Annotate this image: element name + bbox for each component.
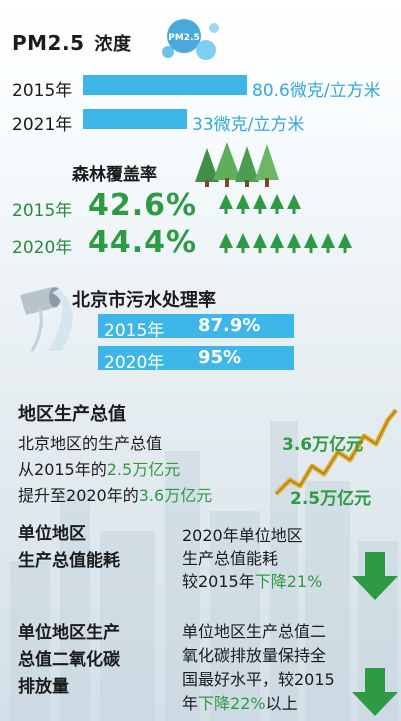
tree-icon — [236, 233, 250, 253]
gdp-label-low: 2.5万亿元 — [290, 489, 372, 509]
sewage-value-2020: 95% — [198, 347, 242, 368]
co2-body-line-4-suffix: 以上 — [265, 694, 298, 713]
sewage-year-2015: 2015年 — [104, 321, 165, 341]
tree-icon — [236, 194, 250, 214]
gdp-line-2-value: 2.5万亿元 — [106, 460, 181, 479]
pm25-year-2015: 2015年 — [12, 81, 73, 101]
sewage-value-2015: 87.9% — [198, 315, 261, 336]
tree-icon — [270, 194, 284, 214]
pm25-year-2021: 2021年 — [12, 115, 73, 135]
gdp-line-2-mid: 年的 — [74, 460, 107, 479]
forest-title: 森林覆盖率 — [72, 165, 157, 185]
gdp-label-high: 3.6万亿元 — [282, 435, 364, 455]
tree-icon — [253, 194, 267, 214]
gdp-title: 地区生产总值 — [18, 404, 126, 425]
tree-icon — [321, 233, 335, 253]
gdp-line-1: 北京地区的生产总值 — [18, 434, 163, 453]
gdp-line-3-mid: 年的 — [106, 486, 139, 505]
gdp-line-3-value: 3.6万亿元 — [138, 486, 213, 505]
energy-body-line-3: 较2015年下降21% — [182, 570, 322, 593]
energy-body: 2020年单位地区 生产总值能耗 较2015年下降21% — [182, 524, 322, 593]
pm25-value-2021: 33微克/立方米 — [192, 115, 305, 135]
gdp-trend-line — [274, 408, 398, 496]
tree-icon — [287, 233, 301, 253]
drain-pipe-icon — [20, 287, 73, 352]
sewage-title: 北京市污水处理率 — [72, 290, 216, 311]
forest-icon — [195, 142, 279, 187]
co2-title-line-1: 单位地区生产 — [18, 623, 120, 643]
energy-body-line-1: 2020年单位地区 — [182, 526, 303, 545]
pm25-bar-2021 — [83, 109, 187, 129]
tree-icon — [219, 194, 233, 214]
gdp-line-2-year: 2015 — [34, 460, 75, 479]
energy-title-line-2: 生产总值能耗 — [18, 551, 120, 571]
forest-value-2015: 42.6% — [88, 188, 198, 223]
energy-decrease-text: 下降21% — [254, 572, 323, 591]
forest-tree-row-2020 — [219, 233, 352, 253]
pm25-bubble-label: PM2.5 — [168, 33, 200, 43]
forest-year-2015: 2015年 — [12, 201, 73, 221]
gdp-line-3: 提升至2020年的3.6万亿元 — [18, 482, 212, 506]
co2-body-line-4-prefix: 年 — [182, 694, 199, 713]
co2-body-line-4: 年下降22%以上 — [182, 692, 335, 716]
forest-tree-row-2015 — [219, 194, 301, 214]
tree-icon — [270, 233, 284, 253]
forest-year-2020: 2020年 — [12, 238, 73, 258]
sewage-year-2020: 2020年 — [104, 353, 165, 373]
co2-title-line-2: 总值二氧化碳 — [18, 650, 120, 670]
gdp-line-3-year: 2020 — [66, 486, 107, 505]
tree-icon — [287, 194, 301, 214]
energy-title-line-1: 单位地区 — [18, 524, 86, 544]
co2-decrease-text: 下降22% — [198, 694, 266, 713]
pm25-bubble-icon: PM2.5 — [162, 19, 219, 60]
forest-value-2020: 44.4% — [88, 225, 198, 260]
sewage-bar-2020: 2020年 95% — [98, 346, 294, 373]
co2-title-line-3: 排放量 — [18, 677, 69, 697]
gdp-line-2-prefix: 从 — [18, 460, 35, 479]
pm25-bar-2015 — [83, 75, 247, 95]
co2-body-line-2: 氧化碳排放量保持全 — [182, 646, 327, 665]
down-arrow-icon — [352, 552, 398, 600]
co2-body-line-3: 国最好水平，较2015 — [182, 670, 335, 689]
energy-body-line-3-prefix: 较2015年 — [182, 572, 255, 591]
energy-title: 单位地区 生产总值能耗 — [18, 521, 120, 575]
energy-body-line-2: 生产总值能耗 — [182, 549, 279, 568]
gdp-line-3-prefix: 提升至 — [18, 486, 67, 505]
gdp-line-2: 从2015年的2.5万亿元 — [18, 456, 180, 480]
pm25-title-main: PM2.5 — [12, 31, 85, 55]
tree-icon — [338, 233, 352, 253]
tree-icon — [219, 233, 233, 253]
co2-body-line-1: 单位地区生产总值二 — [182, 622, 327, 641]
sewage-bar-2015: 2015年 87.9% — [98, 314, 294, 341]
pm25-title: PM2.5 浓度 — [12, 30, 132, 56]
pm25-value-2015: 80.6微克/立方米 — [252, 81, 381, 101]
down-arrow-icon — [352, 668, 398, 716]
co2-body: 单位地区生产总值二 氧化碳排放量保持全 国最好水平，较2015 年下降22%以上 — [182, 620, 335, 716]
tree-icon — [304, 233, 318, 253]
tree-icon — [253, 233, 267, 253]
pm25-title-suffix: 浓度 — [94, 34, 132, 55]
co2-title: 单位地区生产 总值二氧化碳 排放量 — [18, 620, 120, 701]
